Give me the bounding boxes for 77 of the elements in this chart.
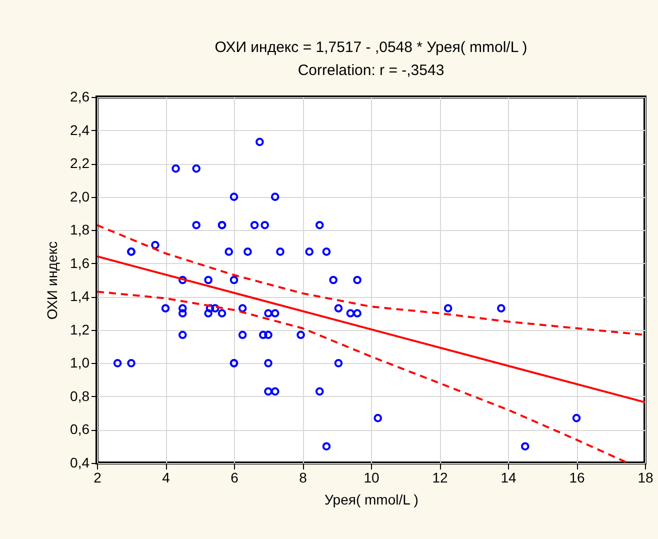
point	[334, 359, 343, 368]
point	[572, 414, 581, 422]
x-tick-label: 16	[569, 470, 585, 486]
point	[305, 248, 314, 256]
y-tick-label: 2,0	[70, 188, 90, 204]
y-tick-label: 0,6	[70, 421, 90, 438]
y-tick-label: 1,2	[70, 321, 90, 338]
point	[353, 309, 362, 318]
point	[256, 138, 264, 146]
x-tick-label: 2	[94, 470, 102, 486]
point	[270, 309, 280, 318]
x-tick-label: 12	[432, 470, 448, 486]
point	[244, 248, 252, 256]
point	[127, 359, 136, 368]
point	[250, 220, 259, 230]
point	[172, 164, 180, 173]
y-axis-title: ОХИ индекс	[44, 241, 60, 320]
point	[264, 330, 272, 340]
x-tick-label: 14	[500, 470, 516, 486]
y-tick-label: 2,2	[70, 155, 90, 172]
x-tick-label: 4	[162, 470, 170, 486]
point	[238, 304, 247, 312]
point	[276, 248, 284, 256]
y-tick-label: 2,6	[70, 88, 90, 104]
point	[444, 304, 452, 312]
point	[178, 330, 187, 340]
chart-title: ОХИ индекс = 1,7517 - ,0548 * Урея( mmol/L )	[214, 39, 528, 56]
point	[211, 304, 220, 312]
x-tick-label: 6	[230, 470, 239, 486]
y-tick-label: 0,4	[70, 454, 90, 470]
point	[270, 192, 280, 201]
y-tick-label: 1,0	[70, 354, 90, 371]
point	[264, 309, 272, 318]
point	[322, 248, 331, 256]
point	[270, 387, 280, 396]
point	[204, 309, 212, 318]
point	[178, 309, 187, 318]
point	[315, 387, 324, 396]
point	[322, 442, 331, 451]
point	[230, 192, 238, 201]
point	[113, 359, 122, 368]
point	[204, 276, 212, 284]
point	[161, 304, 170, 312]
point	[230, 276, 238, 284]
point	[178, 304, 187, 312]
point	[329, 276, 338, 284]
x-tick-label: 18	[638, 470, 654, 486]
point	[315, 220, 324, 230]
point	[353, 276, 362, 284]
point	[224, 248, 234, 256]
point	[264, 387, 272, 396]
x-tick-label: 10	[364, 470, 380, 486]
y-tick-label: 0,8	[70, 388, 90, 404]
x-axis-title: Урея( mmol/L )	[324, 492, 418, 508]
point	[238, 330, 247, 340]
point	[346, 309, 355, 318]
chart-subtitle: Correlation: r = -,3543	[298, 62, 444, 79]
y-tick-label: 1,8	[70, 222, 90, 238]
point	[520, 442, 530, 451]
x-tick-label: 8	[299, 470, 308, 486]
point	[374, 414, 382, 422]
y-tick-label: 1,6	[70, 254, 90, 271]
point	[151, 240, 160, 250]
line-series	[97, 224, 645, 336]
y-tick-label: 1,4	[70, 288, 90, 304]
line-series	[97, 290, 629, 463]
point	[192, 220, 200, 230]
point	[260, 220, 269, 230]
point	[218, 309, 226, 318]
y-tick-label: 2,4	[70, 122, 90, 138]
point	[496, 304, 506, 312]
point	[192, 164, 200, 173]
point	[296, 330, 305, 340]
point	[334, 304, 343, 312]
point	[178, 276, 187, 284]
point	[264, 359, 272, 368]
point	[258, 330, 268, 340]
